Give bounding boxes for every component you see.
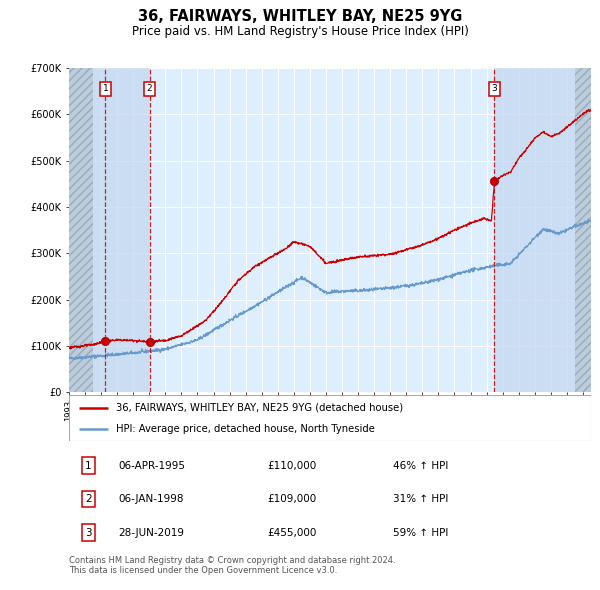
Text: 06-APR-1995: 06-APR-1995 <box>119 461 185 471</box>
Text: 31% ↑ HPI: 31% ↑ HPI <box>392 494 448 504</box>
FancyBboxPatch shape <box>69 395 591 441</box>
Text: 2: 2 <box>85 494 92 504</box>
Text: 36, FAIRWAYS, WHITLEY BAY, NE25 9YG (detached house): 36, FAIRWAYS, WHITLEY BAY, NE25 9YG (det… <box>116 403 403 413</box>
Text: 3: 3 <box>85 527 92 537</box>
Text: 36, FAIRWAYS, WHITLEY BAY, NE25 9YG: 36, FAIRWAYS, WHITLEY BAY, NE25 9YG <box>138 9 462 24</box>
Text: 3: 3 <box>491 84 497 93</box>
Bar <box>575 68 591 392</box>
Text: 1: 1 <box>103 84 109 93</box>
Bar <box>69 68 93 392</box>
Text: £455,000: £455,000 <box>268 527 317 537</box>
Text: 59% ↑ HPI: 59% ↑ HPI <box>392 527 448 537</box>
Text: 46% ↑ HPI: 46% ↑ HPI <box>392 461 448 471</box>
Text: 28-JUN-2019: 28-JUN-2019 <box>119 527 185 537</box>
Text: £110,000: £110,000 <box>268 461 317 471</box>
Text: Contains HM Land Registry data © Crown copyright and database right 2024.
This d: Contains HM Land Registry data © Crown c… <box>69 556 395 575</box>
Bar <box>494 68 575 392</box>
Text: 2: 2 <box>147 84 152 93</box>
Text: 1: 1 <box>85 461 92 471</box>
Text: £109,000: £109,000 <box>268 494 317 504</box>
Text: 06-JAN-1998: 06-JAN-1998 <box>119 494 184 504</box>
Text: Price paid vs. HM Land Registry's House Price Index (HPI): Price paid vs. HM Land Registry's House … <box>131 25 469 38</box>
Bar <box>93 68 149 392</box>
Text: HPI: Average price, detached house, North Tyneside: HPI: Average price, detached house, Nort… <box>116 424 375 434</box>
